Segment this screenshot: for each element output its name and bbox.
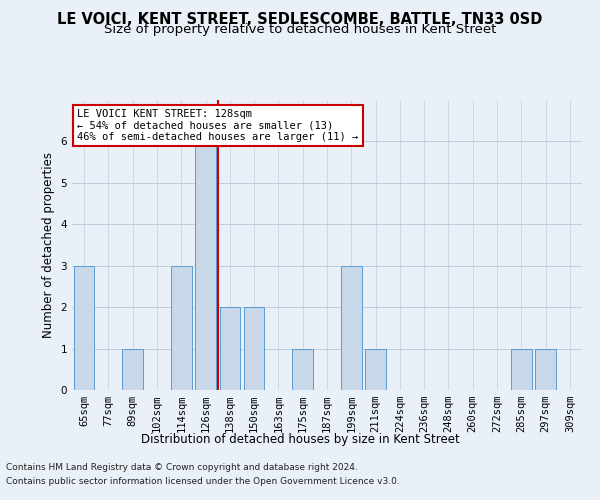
Y-axis label: Number of detached properties: Number of detached properties	[42, 152, 55, 338]
Bar	[365, 348, 386, 390]
Text: Contains HM Land Registry data © Crown copyright and database right 2024.: Contains HM Land Registry data © Crown c…	[6, 464, 358, 472]
Text: Size of property relative to detached houses in Kent Street: Size of property relative to detached ho…	[104, 22, 496, 36]
Text: Distribution of detached houses by size in Kent Street: Distribution of detached houses by size …	[140, 432, 460, 446]
Bar	[244, 307, 265, 390]
Bar	[535, 348, 556, 390]
Text: LE VOICI, KENT STREET, SEDLESCOMBE, BATTLE, TN33 0SD: LE VOICI, KENT STREET, SEDLESCOMBE, BATT…	[58, 12, 542, 28]
Text: Contains public sector information licensed under the Open Government Licence v3: Contains public sector information licen…	[6, 477, 400, 486]
Bar	[511, 348, 532, 390]
Bar	[195, 142, 216, 390]
Bar	[122, 348, 143, 390]
Bar	[220, 307, 240, 390]
Bar	[292, 348, 313, 390]
Text: LE VOICI KENT STREET: 128sqm
← 54% of detached houses are smaller (13)
46% of se: LE VOICI KENT STREET: 128sqm ← 54% of de…	[77, 108, 358, 142]
Bar	[171, 266, 191, 390]
Bar	[74, 266, 94, 390]
Bar	[341, 266, 362, 390]
